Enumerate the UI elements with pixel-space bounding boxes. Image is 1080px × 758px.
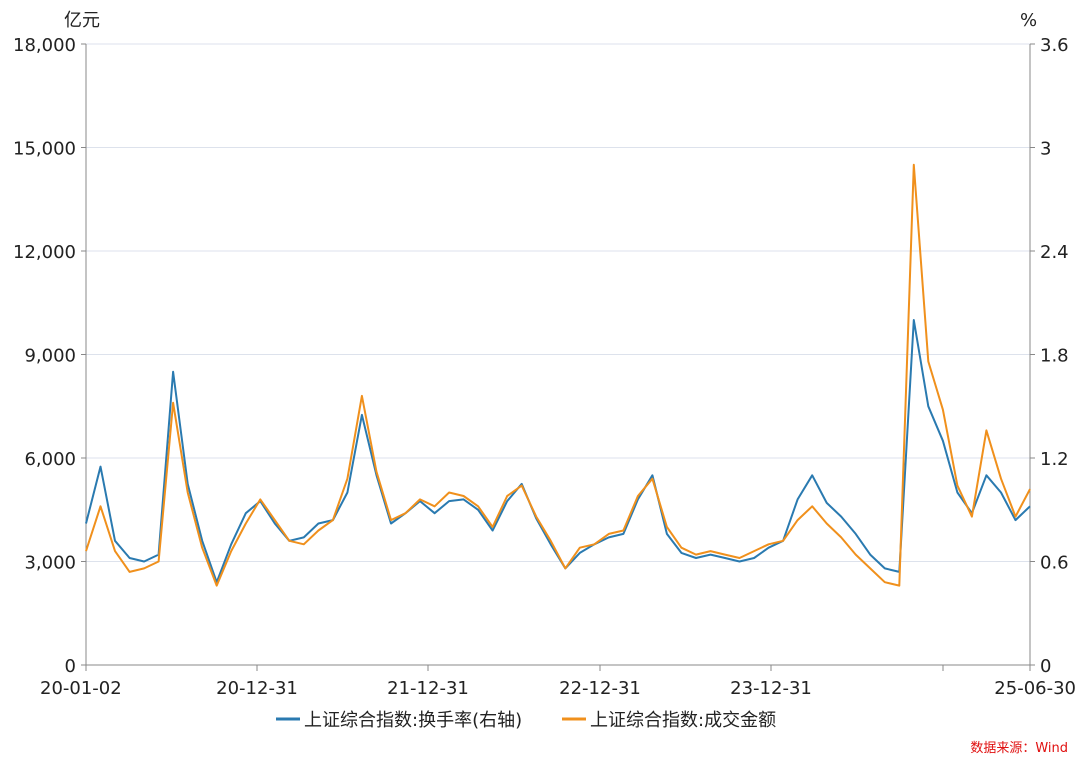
x-tick-label: 20-12-31 (216, 678, 298, 699)
legend: 上证综合指数:换手率(右轴) 上证综合指数:成交金额 (276, 710, 776, 731)
source-label: 数据来源：Wind (970, 741, 1068, 756)
left-tick-label: 12,000 (13, 242, 76, 263)
left-unit-label: 亿元 (64, 10, 100, 31)
grid-lines (86, 43, 1030, 562)
series-lines (85, 163, 1031, 587)
legend-label-1: 上证综合指数:换手率(右轴) (304, 710, 522, 731)
right-tick-label: 3 (1040, 139, 1051, 160)
axis-labels: 18,000 3.6 15,000 3 12,000 2.4 9,000 1.8 6,000 1.… (13, 10, 1076, 699)
left-tick-label: 9,000 (24, 346, 76, 367)
series-line-2 (85, 163, 1031, 587)
legend-label-2: 上证综合指数:成交金额 (590, 710, 776, 731)
left-tick-label: 0 (65, 656, 76, 677)
right-tick-label: 1.8 (1040, 346, 1069, 367)
right-unit-label: % (1020, 10, 1037, 31)
left-tick-label: 18,000 (13, 35, 76, 56)
x-tick-label: 23-12-31 (730, 678, 812, 699)
right-tick-label: 3.6 (1040, 35, 1069, 56)
axes (81, 43, 1035, 671)
series-line-1 (85, 319, 1031, 584)
right-tick-label: 1.2 (1040, 449, 1069, 470)
left-tick-label: 3,000 (24, 553, 76, 574)
right-tick-label: 2.4 (1040, 242, 1069, 263)
left-tick-label: 6,000 (24, 449, 76, 470)
x-tick-label: 21-12-31 (387, 678, 469, 699)
x-tick-label: 20-01-02 (40, 678, 122, 699)
right-tick-label: 0 (1040, 656, 1051, 677)
x-tick-label: 22-12-31 (559, 678, 641, 699)
left-tick-label: 15,000 (13, 139, 76, 160)
x-tick-label: 25-06-30 (994, 678, 1076, 699)
right-tick-label: 0.6 (1040, 553, 1069, 574)
